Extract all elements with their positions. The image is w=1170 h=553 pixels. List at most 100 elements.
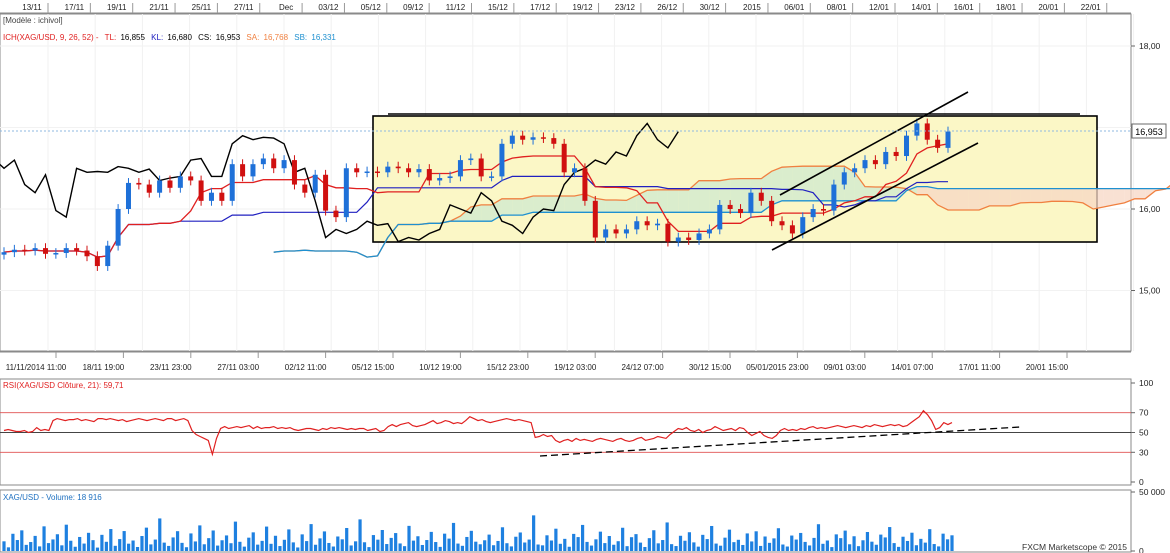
candle-body [634, 221, 640, 230]
candle-body [789, 225, 795, 234]
candle-body [354, 168, 360, 173]
candle-body [852, 168, 858, 173]
volume-bar [82, 543, 86, 551]
volume-bar [865, 532, 870, 551]
candle-body [447, 176, 453, 179]
volume-bar [821, 543, 825, 551]
volume-bar [839, 538, 843, 551]
candle-body [727, 204, 733, 209]
volume-bar [812, 537, 816, 551]
volume-bar [723, 537, 727, 551]
cloud-segment [584, 193, 596, 213]
cloud-segment [1051, 188, 1063, 202]
volume-bar [438, 546, 442, 551]
volume-bar [670, 544, 674, 551]
volume-bar [2, 541, 6, 551]
volume-bar [674, 546, 678, 551]
volume-bar [118, 539, 122, 551]
candle-body [177, 176, 183, 188]
bottom-axis-label: 17/01 11:00 [959, 363, 1001, 372]
volume-bar [790, 535, 794, 551]
volume-bar [407, 525, 411, 551]
volume-bar [781, 544, 785, 551]
cloud-segment [968, 188, 980, 211]
volume-bar [380, 529, 384, 551]
volume-bar [696, 546, 700, 551]
volume-bar [678, 535, 683, 551]
cloud-segment [533, 195, 544, 213]
volume-bar [278, 546, 282, 551]
legend-cs-value: 16,953 [216, 33, 241, 42]
volume-bar [892, 543, 896, 551]
top-axis-label: 21/11 [149, 3, 169, 12]
volume-bar [545, 535, 549, 551]
bottom-axis-label: 30/12 15:00 [689, 363, 732, 372]
bottom-axis-label: 20/01 15:00 [1026, 363, 1069, 372]
candle-body [603, 229, 609, 238]
source-credit: FXCM Marketscope © 2015 [1022, 542, 1127, 552]
candle-body [914, 123, 920, 136]
volume-bar [171, 537, 175, 551]
cloud-segment [470, 204, 482, 222]
cloud-segment [937, 188, 948, 211]
legend-kl-value: 16,680 [167, 33, 192, 42]
volume-bar [834, 534, 838, 551]
price-tick-label: 15,00 [1139, 286, 1161, 296]
volume-bar [291, 542, 295, 551]
volume-bar [38, 546, 42, 551]
candle-body [748, 192, 754, 214]
cloud-segment [1072, 188, 1083, 203]
candle-body [437, 178, 443, 181]
candle-body [74, 248, 80, 251]
candle-body [406, 168, 412, 173]
volume-bar [888, 527, 892, 551]
volume-bar [349, 545, 353, 551]
candle-body [540, 137, 546, 139]
candle-body [592, 200, 598, 238]
volume-bar [256, 544, 260, 551]
volume-bar [540, 545, 545, 551]
volume-bar [260, 540, 264, 551]
volume-bar [69, 540, 73, 551]
rsi-tick-label: 50 [1139, 428, 1149, 438]
cloud-segment [1041, 188, 1052, 203]
volume-bar [750, 541, 754, 551]
cloud-segment [481, 204, 492, 222]
top-axis-label: 30/12 [700, 3, 721, 12]
bottom-axis-label: 05/12 15:00 [352, 363, 395, 372]
volume-bar [656, 543, 660, 551]
volume-bar [710, 525, 714, 551]
volume-bar [336, 536, 340, 551]
volume-bars [2, 515, 954, 551]
volume-bar [273, 535, 278, 551]
volume-y-axis: 50 000 0 [1131, 487, 1165, 553]
volume-bar [629, 537, 634, 551]
volume-bar [269, 543, 273, 551]
cloud-segment [719, 179, 731, 213]
volume-bar [879, 534, 883, 551]
volume-bar [558, 543, 562, 551]
volume-bar [113, 545, 117, 551]
cloud-segment [750, 178, 762, 213]
top-axis-label: 16/01 [954, 3, 975, 12]
volume-bar [29, 542, 33, 551]
volume-bar [745, 533, 749, 551]
volume-bar [55, 534, 60, 551]
volume-bar [211, 530, 215, 551]
volume-bar [945, 539, 950, 551]
volume-bar [229, 543, 233, 551]
volume-bar [585, 541, 589, 551]
rsi-y-axis: 100 70 50 30 0 [1131, 378, 1153, 487]
cloud-segment [512, 198, 523, 216]
cloud-segment [1062, 188, 1073, 202]
volume-bar [167, 545, 171, 551]
volume-bar [763, 536, 767, 551]
volume-bar [589, 545, 594, 551]
volume-bar [870, 541, 874, 551]
volume-bar [914, 545, 918, 551]
cloud-segment [771, 167, 783, 205]
bottom-axis-label: 02/12 11:00 [285, 363, 327, 372]
